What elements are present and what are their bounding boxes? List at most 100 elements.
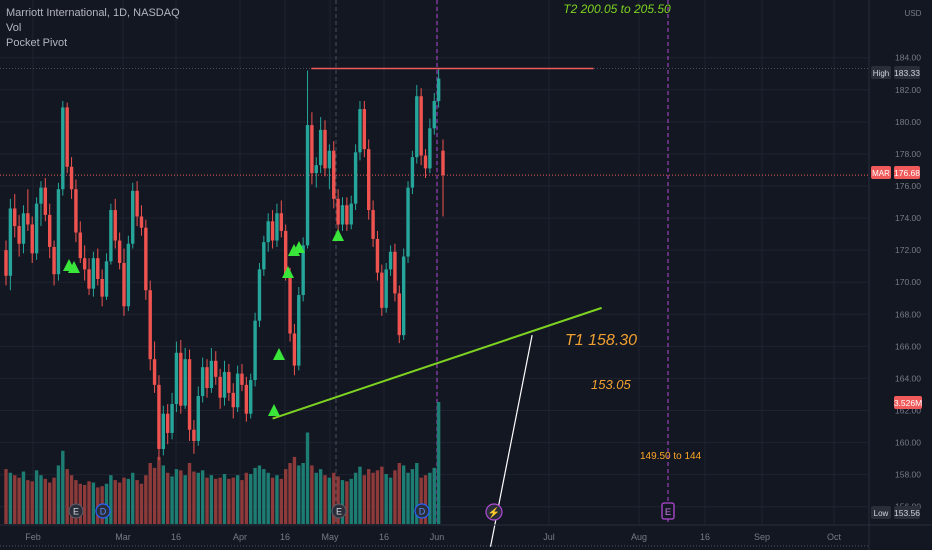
- volume-bar: [393, 470, 397, 524]
- time-axis: Feb Mar 16 Apr 16 May 16 Jun Jul Aug 16 Sep Oct: [0, 524, 932, 542]
- split-badge[interactable]: [485, 503, 503, 521]
- volume-bar: [340, 480, 345, 524]
- volume-bar: [231, 477, 235, 524]
- candle-body: [117, 240, 122, 263]
- candle-body: [179, 352, 183, 406]
- candle-body: [227, 372, 231, 393]
- volume-bar: [358, 466, 362, 524]
- volume-bar: [39, 475, 43, 524]
- y-tick-label: 176.00: [895, 181, 921, 191]
- x-tick-label: 16: [700, 532, 710, 542]
- candle-body: [244, 384, 249, 414]
- volume-bar: [388, 477, 393, 524]
- volume-bar: [174, 469, 179, 524]
- candle-body: [187, 359, 192, 430]
- volume-bar: [222, 473, 227, 524]
- pocket-pivot-indicator-label[interactable]: Pocket Pivot: [6, 37, 68, 49]
- volume-bar: [332, 472, 336, 524]
- candle-body: [21, 213, 26, 244]
- y-tick-label: 174.00: [895, 213, 921, 223]
- candle-body: [240, 373, 244, 385]
- candle-body: [406, 187, 410, 257]
- earnings-badge[interactable]: [331, 503, 347, 519]
- volume-bar: [61, 450, 65, 524]
- pocket-pivot-marker: [332, 229, 344, 241]
- volume-bar: [48, 482, 52, 524]
- volume-bar: [157, 456, 161, 524]
- price-tags: USD High 183.33 MAR 176.68 3.526M Low 15…: [871, 9, 922, 519]
- candle-body: [288, 274, 292, 334]
- volume-bar: [419, 477, 423, 524]
- candle-body: [8, 208, 13, 276]
- candle-body: [165, 413, 170, 433]
- candle-body: [135, 190, 139, 217]
- candle-body: [139, 216, 144, 228]
- candle-body: [26, 213, 30, 225]
- candle-body: [52, 246, 56, 275]
- volume-indicator-label[interactable]: Vol: [6, 22, 22, 34]
- volume-bar: [165, 472, 170, 524]
- candle-body: [17, 226, 21, 244]
- support-trendline[interactable]: [272, 306, 602, 420]
- candle-body: [209, 360, 214, 389]
- high-price: 183.33: [894, 68, 920, 78]
- candle-body: [183, 359, 187, 406]
- volume-bar: [432, 467, 436, 524]
- volume-bar: [436, 402, 441, 524]
- candle-body: [170, 404, 174, 433]
- volume-bar: [227, 478, 231, 524]
- dividend-badge[interactable]: [95, 503, 111, 519]
- volume-bar: [144, 475, 148, 524]
- y-tick-label: 162.00: [895, 405, 921, 415]
- candle-body: [436, 78, 441, 102]
- chart-grid: [0, 0, 868, 547]
- volume-bar: [104, 483, 109, 524]
- x-tick-label: Jun: [430, 532, 445, 542]
- volume-bar: [8, 472, 13, 524]
- volume-bar: [21, 471, 26, 524]
- earnings-icon: E: [336, 507, 342, 517]
- volume-bar: [249, 473, 253, 524]
- y-tick-label: 166.00: [895, 341, 921, 351]
- volume-bar: [52, 477, 56, 524]
- earnings-badge[interactable]: [68, 503, 84, 519]
- candle-body: [283, 230, 288, 275]
- low-tag: Low: [874, 509, 889, 518]
- symbol-title[interactable]: Marriott International, 1D, NASDAQ: [6, 7, 180, 19]
- upcoming-earnings-badge[interactable]: [661, 502, 675, 520]
- event-markers: E D E D ⚡ E: [68, 502, 675, 521]
- candle-body: [104, 261, 109, 297]
- volume-bar: [397, 463, 401, 524]
- candle-body: [336, 198, 340, 225]
- volume-bar: [244, 472, 249, 524]
- volume-bar: [353, 472, 358, 524]
- candle-body: [367, 149, 371, 211]
- dividend-badge[interactable]: [414, 503, 430, 519]
- candle-body: [196, 396, 200, 441]
- candle-body: [345, 205, 349, 225]
- volume-bar: [69, 475, 74, 524]
- volume-bar: [218, 477, 222, 524]
- candle-body: [161, 413, 166, 449]
- volume-bar: [131, 472, 135, 524]
- volume-bar: [362, 475, 367, 524]
- x-tick-label: May: [321, 532, 339, 542]
- candle-body: [218, 376, 222, 398]
- chart-legend: Marriott International, 1D, NASDAQ Vol P…: [6, 6, 180, 51]
- pocket-pivot-marker: [293, 241, 305, 253]
- split-icon: ⚡: [488, 506, 500, 519]
- volume-bar: [292, 456, 297, 524]
- candle-body: [109, 210, 113, 262]
- volume-bar: [275, 475, 279, 524]
- volume-bar: [34, 470, 39, 524]
- candle-body: [353, 152, 358, 204]
- candle-body: [65, 107, 69, 167]
- volume-bar: [401, 465, 406, 524]
- candle-body: [174, 352, 179, 405]
- candle-body: [30, 224, 34, 254]
- pocket-pivot-marker: [282, 266, 294, 278]
- candle-body: [82, 258, 87, 270]
- candle-body: [380, 272, 384, 308]
- x-tick-label: Jul: [543, 532, 555, 542]
